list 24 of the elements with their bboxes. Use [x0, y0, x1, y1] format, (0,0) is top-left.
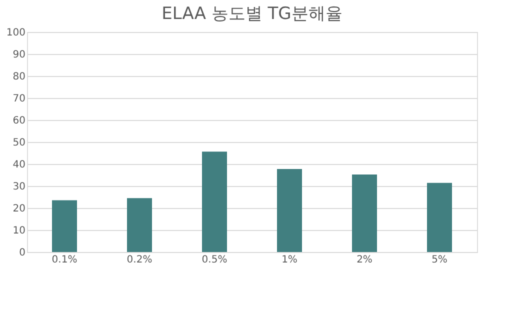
- bar: [427, 182, 452, 252]
- y-tick-label: 80: [12, 72, 26, 82]
- bar: [52, 200, 77, 252]
- y-tick-label: 60: [12, 116, 26, 126]
- y-tick-label: 40: [12, 160, 26, 170]
- y-tick-label: 90: [12, 50, 26, 60]
- y-tick-label: 50: [12, 138, 26, 148]
- y-tick-label: 30: [12, 182, 26, 192]
- x-tick-label: 5%: [432, 254, 448, 266]
- y-tick-label: 10: [12, 226, 26, 236]
- bar: [277, 169, 302, 252]
- bar: [127, 198, 152, 252]
- y-tick-label: 70: [12, 94, 26, 104]
- y-tick-label: 100: [6, 28, 26, 38]
- bar: [202, 152, 227, 252]
- x-tick-label: 1%: [282, 254, 298, 266]
- x-tick-label: 0.5%: [202, 254, 228, 266]
- chart-title: ELAA 농도별 TG분해율: [162, 4, 342, 24]
- y-tick-label: 20: [12, 204, 26, 214]
- x-tick-label: 2%: [356, 254, 372, 266]
- bar: [352, 174, 377, 252]
- x-tick-label: 0.2%: [126, 254, 152, 266]
- x-tick-label: 0.1%: [52, 254, 78, 266]
- y-tick-label: 0: [19, 248, 26, 258]
